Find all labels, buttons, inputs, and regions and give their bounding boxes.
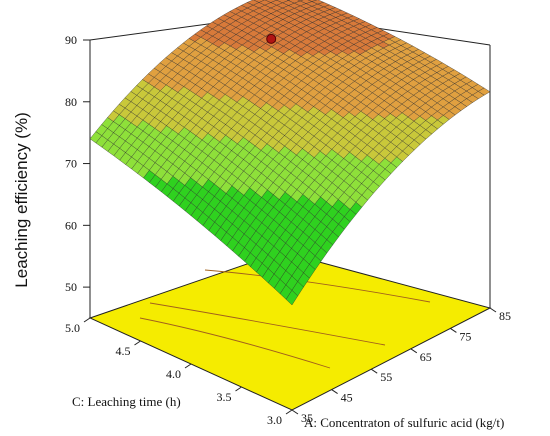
z-axis: 50 60 70 80 90 bbox=[65, 33, 90, 294]
response-surface bbox=[89, 0, 491, 306]
y-tick-label: 4.0 bbox=[166, 367, 181, 381]
y-axis: 3.0 3.5 4.0 4.5 5.0 bbox=[65, 317, 293, 427]
z-tick-label: 80 bbox=[65, 95, 77, 109]
y-tick-mark bbox=[285, 409, 293, 415]
floor-contour-upper bbox=[204, 269, 431, 303]
z-tick-label: 70 bbox=[65, 157, 77, 171]
x-tick-mark bbox=[291, 409, 299, 415]
y-tick-mark bbox=[134, 340, 141, 346]
x-tick-mark bbox=[410, 348, 418, 354]
x-tick-label: 55 bbox=[380, 370, 392, 384]
z-tick-label: 60 bbox=[65, 218, 77, 232]
y-axis-title: C: Leaching time (h) bbox=[72, 394, 181, 409]
x-tick-mark bbox=[489, 307, 497, 313]
z-axis-title: Leaching efficiency (%) bbox=[12, 112, 31, 287]
y-tick-label: 3.5 bbox=[217, 390, 232, 404]
floor-contour-lower bbox=[139, 317, 331, 369]
y-tick-mark bbox=[235, 386, 242, 392]
x-tick-label: 85 bbox=[499, 309, 511, 323]
y-tick-mark bbox=[184, 363, 192, 369]
floor-contours bbox=[139, 269, 431, 369]
y-tick-label: 3.0 bbox=[267, 413, 282, 427]
y-tick-label: 4.5 bbox=[116, 344, 131, 358]
x-axis: 35 45 55 65 75 85 bbox=[291, 307, 511, 425]
z-tick-label: 90 bbox=[65, 33, 77, 47]
floor-contour-middle bbox=[149, 302, 386, 346]
x-tick-label: 75 bbox=[459, 329, 471, 343]
x-axis-title: A: Concentraton of sulfuric acid (kg/t) bbox=[304, 415, 504, 430]
x-tick-label: 45 bbox=[341, 391, 353, 405]
x-tick-label: 65 bbox=[420, 350, 432, 364]
x-tick-mark bbox=[450, 327, 457, 333]
optimum-point bbox=[266, 33, 277, 44]
surface-cell bbox=[297, 0, 304, 2]
y-tick-mark bbox=[83, 317, 91, 323]
z-tick-label: 50 bbox=[65, 280, 77, 294]
x-tick-mark bbox=[331, 389, 338, 395]
y-tick-label: 5.0 bbox=[65, 321, 80, 335]
x-tick-mark bbox=[370, 368, 378, 374]
surface-cell bbox=[285, 290, 299, 306]
x-tick-label: 35 bbox=[301, 411, 313, 425]
